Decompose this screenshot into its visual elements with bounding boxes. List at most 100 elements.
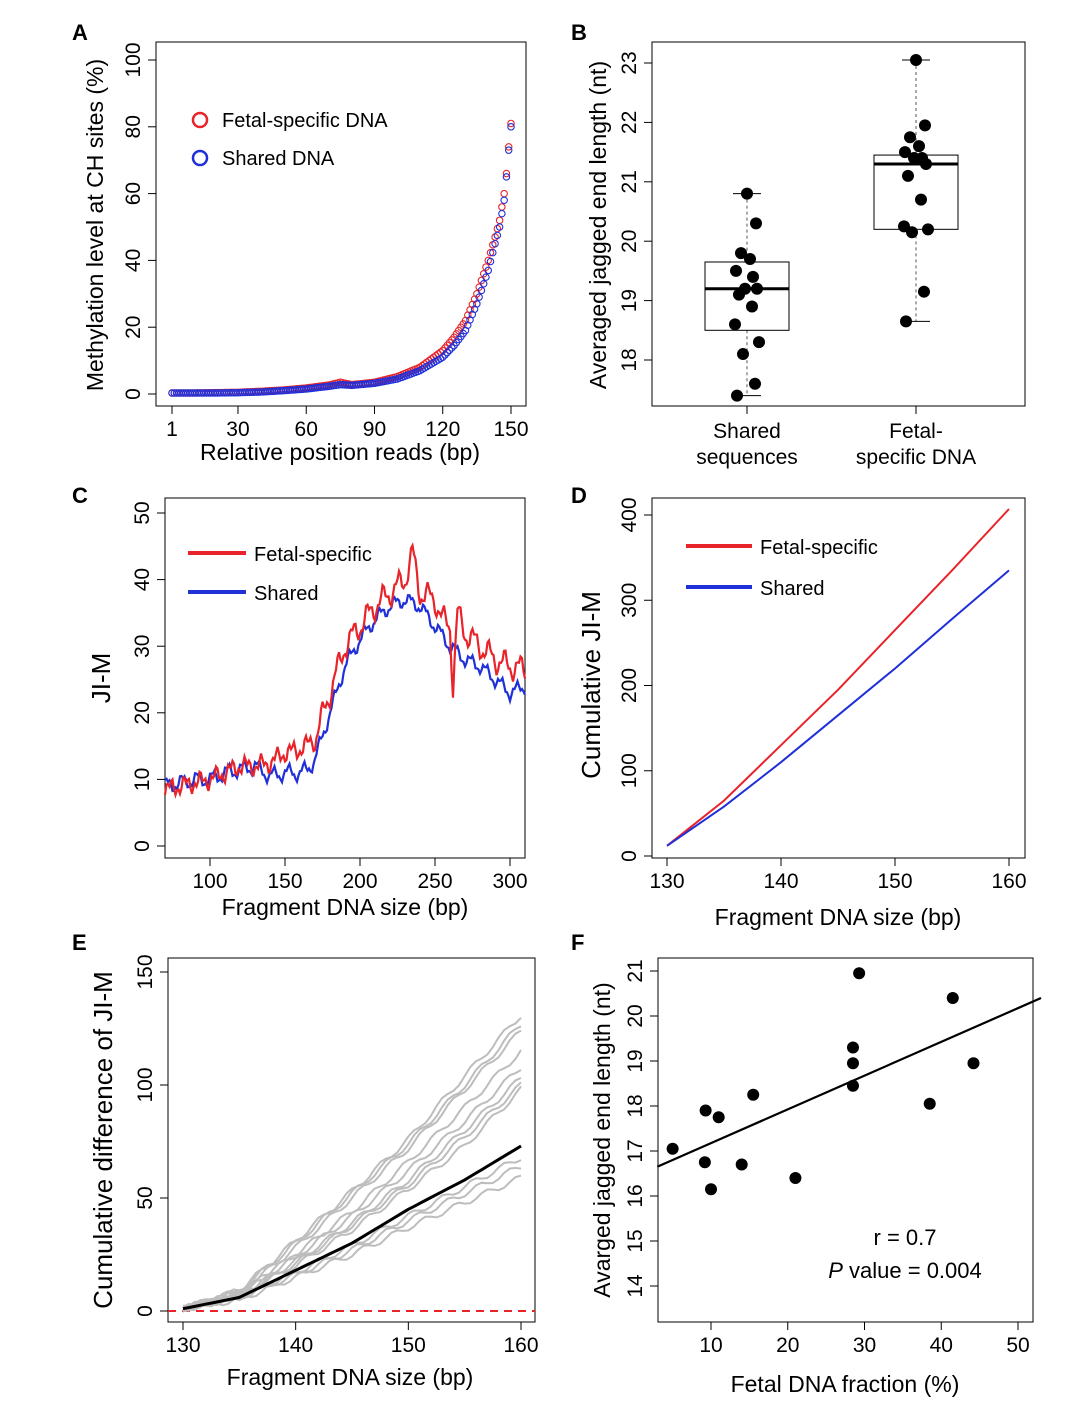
panel-d-frame (651, 497, 1026, 859)
panel-a-point-shared-141 (486, 257, 495, 266)
panel-c-ytick-label-3: 30 (131, 635, 154, 658)
panel-c-xtick-label-3: 250 (417, 870, 452, 893)
panel-b-point-shared-8 (739, 282, 751, 295)
panel-a-point-shared-139 (482, 273, 490, 281)
panel-e-frame (167, 957, 536, 1323)
panel-f-point-13 (946, 992, 959, 1004)
panel-f-xtick-label-3: 40 (930, 1334, 953, 1357)
panel-c-ylabel: JI-M (86, 653, 116, 704)
panel-b-frame (651, 41, 1026, 407)
panel-e-ytick-label-1: 50 (134, 1186, 157, 1209)
panel-e-line-sample-1 (182, 1017, 522, 1313)
panel-f-point-10 (846, 1041, 859, 1054)
panel-a-point-shared-143 (491, 239, 499, 248)
panel-d-ytick-label-0: 0 (618, 850, 641, 862)
panel-b-point-shared-4 (729, 318, 741, 331)
panel-c-ytick-label-5: 50 (131, 501, 154, 524)
panel-a-point-shared-120 (438, 353, 447, 362)
panel-d: 0 100 200 300 400 130 140 150 160 Fragment DNA s… (576, 497, 1027, 930)
panel-d-line-shared (666, 569, 1010, 847)
panel-f-p-annotation: P value = 0.004 (828, 1258, 982, 1283)
panel-a-legend-marker-fetal (191, 111, 209, 129)
panel-f-point-9 (846, 1057, 859, 1070)
panel-a-xtick-label-5: 150 (493, 418, 528, 441)
panel-c-legend-fetal: Fetal-specific (254, 544, 372, 566)
panel-e-xtick-label-2: 150 (391, 1334, 426, 1357)
panel-f-ytick-label-0: 14 (624, 1274, 647, 1298)
panel-f-point-11 (853, 967, 866, 980)
panel-a-xtick-label-4: 120 (425, 418, 460, 441)
panel-f-p-value: value = 0.004 (843, 1258, 982, 1283)
panel-a-point-fetal-146 (498, 203, 506, 211)
panel-b-point-shared-1 (749, 377, 761, 390)
panel-b-point-shared-3 (753, 336, 765, 349)
panel-a-point-fetal-150 (507, 119, 515, 128)
panel-f-point-14 (967, 1057, 980, 1070)
panel-f-r-annotation: r = 0.7 (874, 1225, 937, 1250)
panel-e-ylabel: Cumulative difference of JI-M (88, 971, 118, 1309)
panel-c-ytick-label-0: 0 (131, 840, 154, 852)
panel-a-xlabel: Relative position reads (bp) (200, 439, 480, 465)
panel-f-xtick-label-4: 50 (1006, 1334, 1029, 1357)
panel-c-line-fetal (163, 541, 527, 799)
panel-a-point-fetal-147 (500, 189, 508, 198)
panel-c: 0 10 20 30 40 50 100 150 200 250 300 Fragment DNA … (86, 497, 528, 920)
panel-e-xtick-label-1: 140 (278, 1334, 313, 1357)
panel-a: 0 20 40 60 80 100 1 30 60 90 120 150 Relative posit… (82, 41, 529, 465)
panel-b-ytick-label-5: 23 (618, 51, 641, 74)
panel-b-point-shared-9 (747, 270, 759, 283)
panel-c-ytick-label-1: 10 (131, 768, 154, 791)
panel-f-ytick-label-5: 19 (624, 1049, 647, 1072)
panel-f-point-12 (923, 1097, 936, 1110)
panel-a-point-shared-146 (498, 209, 506, 218)
panel-b-box-fetal (873, 154, 959, 230)
panel-f-frame (657, 957, 1034, 1323)
panel-b-point-fetal-14 (910, 54, 922, 67)
panel-b-xcat-1-line2: sequences (696, 446, 798, 469)
panel-a-ytick-label-3: 60 (122, 182, 145, 205)
panel-a-point-shared-147 (500, 196, 508, 205)
panel-b-point-shared-13 (750, 217, 762, 230)
panel-f-point-3 (705, 1183, 717, 1196)
panel-e-line-sample-4 (182, 1049, 522, 1309)
panel-a-point-shared-150 (507, 123, 515, 131)
panel-c-ytick-label-4: 40 (131, 568, 154, 591)
panel-c-xtick-label-0: 100 (192, 870, 227, 893)
panel-a-point-shared-145 (495, 223, 504, 231)
panel-b-point-fetal-4 (898, 220, 910, 233)
panel-c-ytick-label-2: 20 (131, 701, 154, 724)
panel-b-xcat-2-line2: specific DNA (856, 446, 976, 469)
panel-b-ytick-label-0: 18 (618, 348, 641, 371)
panel-e-ytick-label-2: 100 (134, 1067, 157, 1102)
panel-a-xtick-label-2: 60 (295, 418, 318, 441)
panel-d-line-fetal (666, 508, 1010, 847)
panel-a-point-shared-137 (477, 286, 486, 295)
panel-d-ytick-label-3: 300 (618, 583, 641, 618)
panel-b: 18 19 20 21 22 23 Averaged jagged end length … (585, 41, 1026, 469)
panel-a-ytick-label-5: 100 (122, 42, 145, 77)
panel-b-ytick-label-2: 20 (618, 230, 641, 253)
panel-f-ytick-label-2: 16 (624, 1184, 647, 1207)
panel-d-xtick-label-0: 130 (649, 870, 684, 893)
panel-a-xtick-label-0: 1 (166, 418, 178, 441)
panel-f-xtick-label-0: 10 (699, 1334, 722, 1357)
panel-b-xcat-1-line1: Shared (713, 420, 781, 443)
panel-a-point-shared-122 (443, 348, 452, 357)
panel-a-point-shared-89 (368, 379, 376, 388)
panel-e-xtick-label-3: 160 (503, 1334, 538, 1357)
panel-a-ytick-label-1: 20 (122, 316, 145, 339)
panel-a-point-shared-124 (448, 344, 456, 352)
panel-e-line-mean (182, 1144, 522, 1311)
panel-b-point-shared-5 (746, 300, 758, 313)
panel-c-xtick-label-2: 200 (342, 870, 377, 893)
panel-d-legend-shared: Shared (760, 578, 825, 600)
panel-a-point-shared-149 (504, 146, 513, 154)
panel-b-box-shared (704, 261, 790, 331)
panel-b-point-fetal-0 (900, 315, 912, 328)
panel-a-point-shared-138 (479, 280, 488, 288)
panel-f-ytick-label-4: 18 (624, 1094, 647, 1117)
panel-b-point-fetal-13 (919, 119, 931, 132)
panel-label-e: E (72, 930, 87, 955)
panel-a-xtick-label-1: 30 (226, 418, 249, 441)
